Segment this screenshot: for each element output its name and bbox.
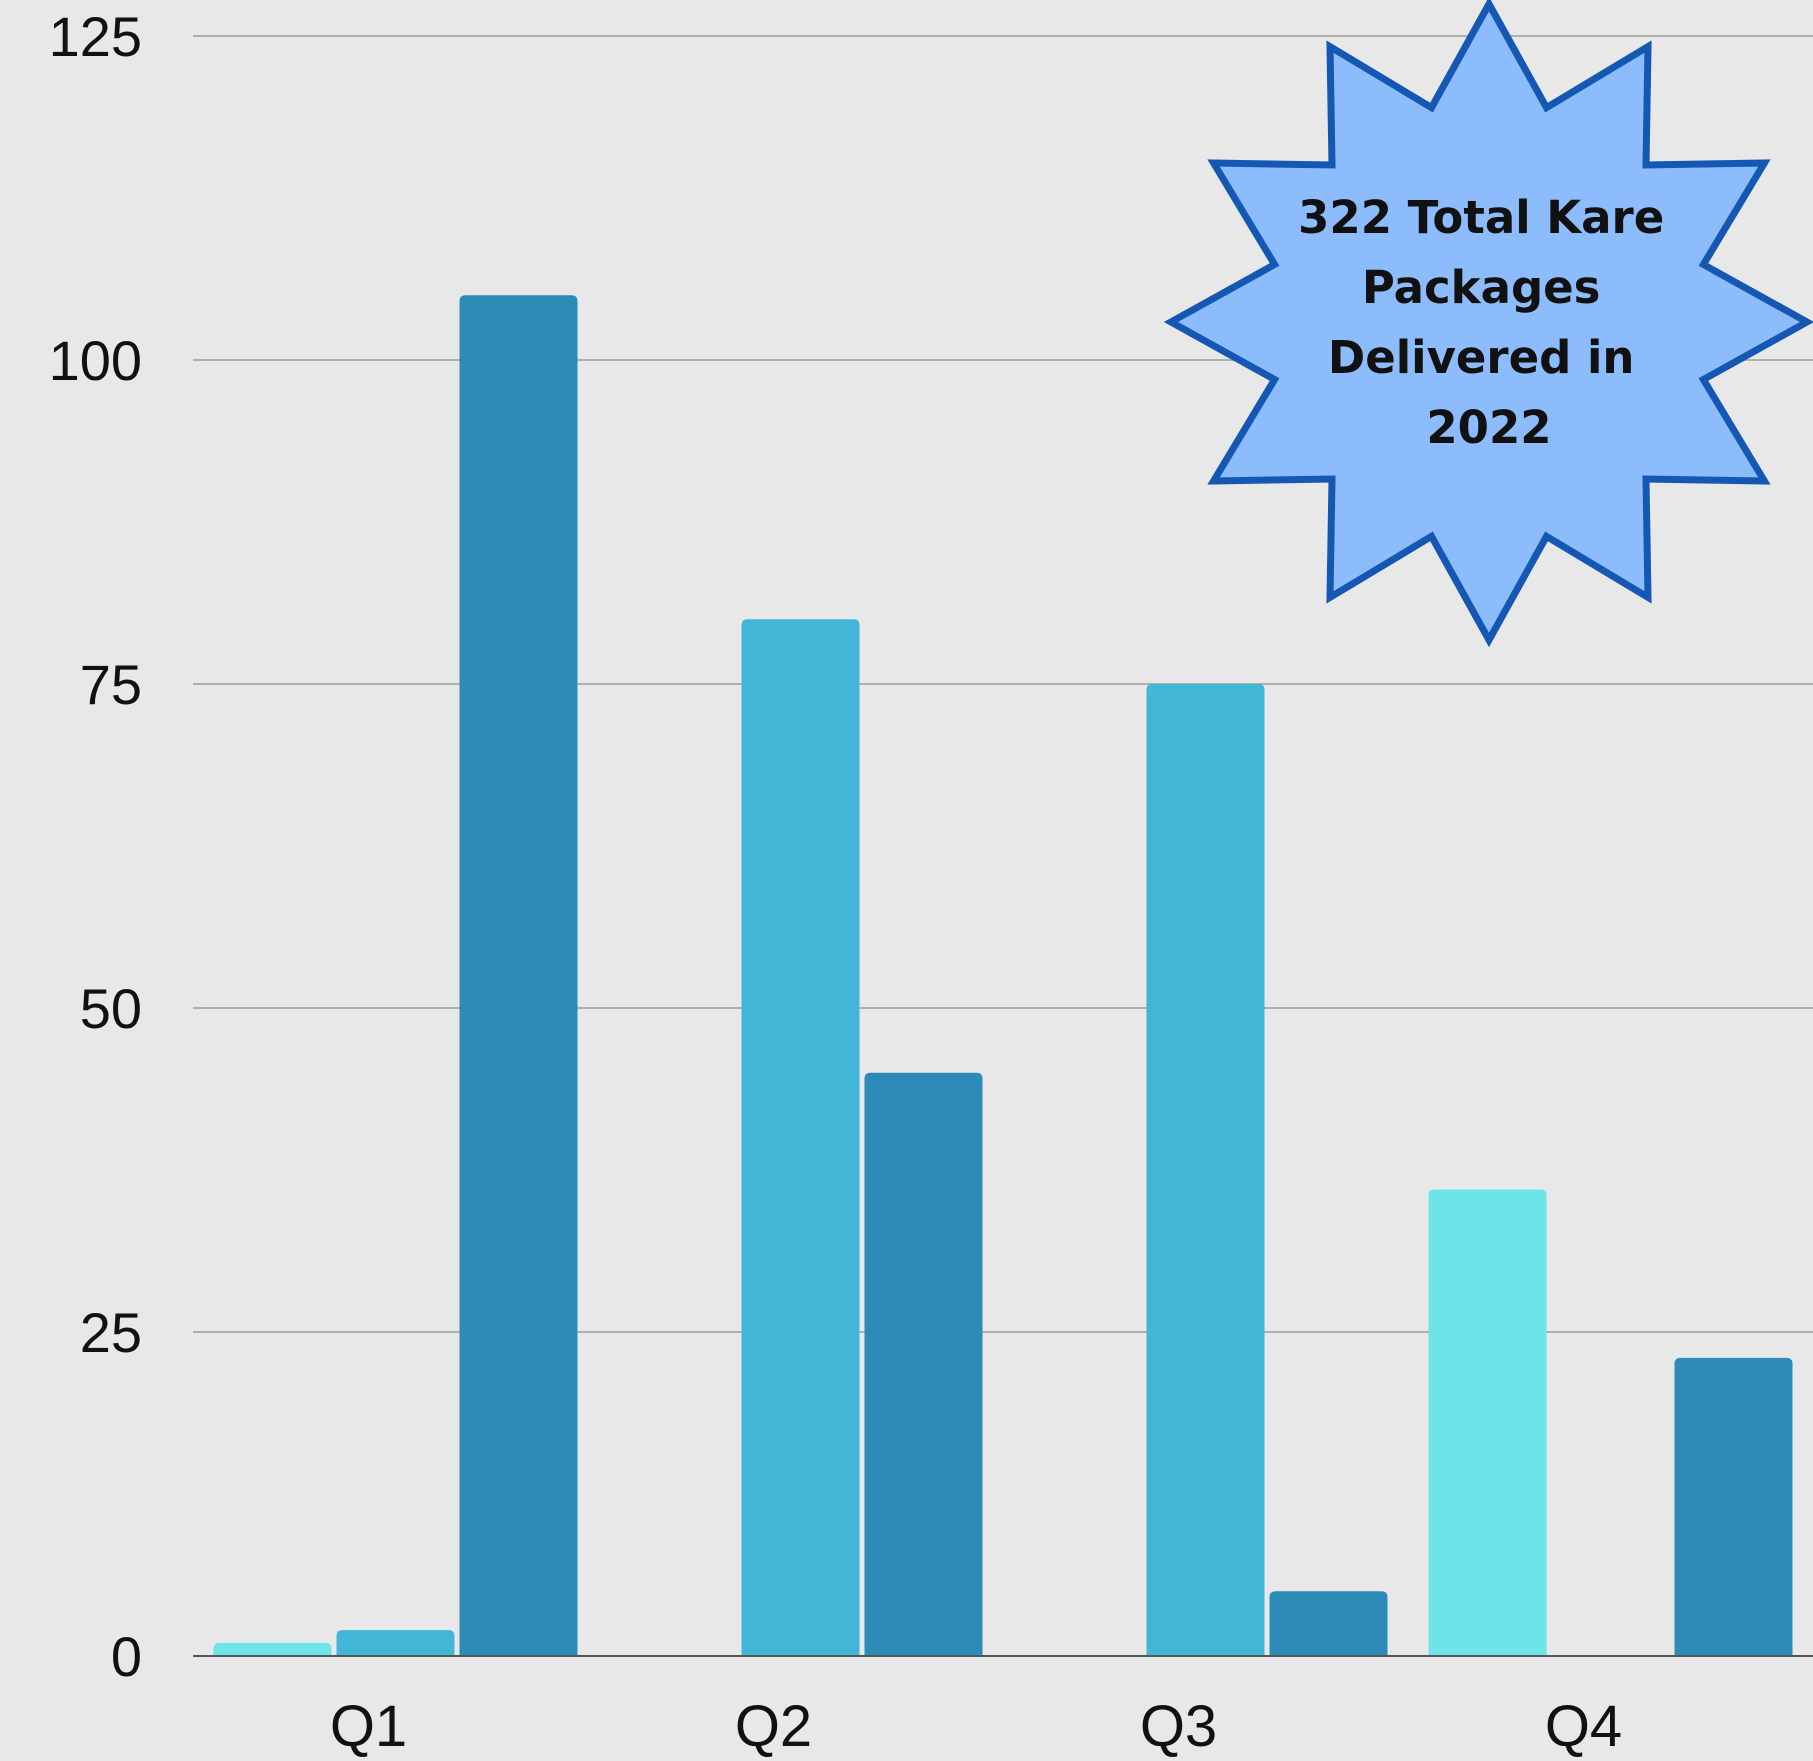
bars (213, 295, 1793, 1657)
callout-line-3: Delivered in (1328, 331, 1635, 384)
y-tick-label: 125 (49, 5, 142, 68)
bar-q1-series-1 (213, 1643, 332, 1656)
bar-q4-series-1 (1428, 1189, 1547, 1656)
y-tick-label: 25 (80, 1301, 142, 1364)
callout-line-4: 2022 (1426, 401, 1551, 454)
y-tick-label: 75 (80, 653, 142, 716)
y-axis-tick-labels: 0 25 50 75 100 125 (49, 5, 142, 1688)
y-tick-label: 50 (80, 977, 142, 1040)
x-category-label: Q3 (1140, 1694, 1217, 1759)
x-category-label: Q2 (735, 1694, 812, 1759)
bar-q3-series-3 (1269, 1591, 1388, 1656)
bar-q1-series-2 (336, 1630, 455, 1656)
bar-q4-series-3 (1674, 1357, 1793, 1656)
x-category-label: Q4 (1545, 1694, 1622, 1759)
bar-q3-series-2 (1146, 684, 1265, 1656)
callout-line-2: Packages (1362, 261, 1601, 314)
bar-q2-series-3 (864, 1072, 983, 1656)
bar-q2-series-2 (741, 619, 860, 1657)
callout-text: 322 Total Kare Packages Delivered in 202… (1298, 191, 1680, 454)
y-tick-label: 100 (49, 329, 142, 392)
starburst-callout: 322 Total Kare Packages Delivered in 202… (1163, 0, 1813, 648)
x-category-label: Q1 (330, 1694, 407, 1759)
bar-q1-series-3 (459, 295, 578, 1657)
x-axis-category-labels: Q1 Q2 Q3 Q4 (330, 1694, 1622, 1759)
y-tick-label: 0 (111, 1625, 142, 1688)
callout-line-1: 322 Total Kare (1298, 191, 1664, 244)
starburst-badge (1163, 0, 1813, 648)
